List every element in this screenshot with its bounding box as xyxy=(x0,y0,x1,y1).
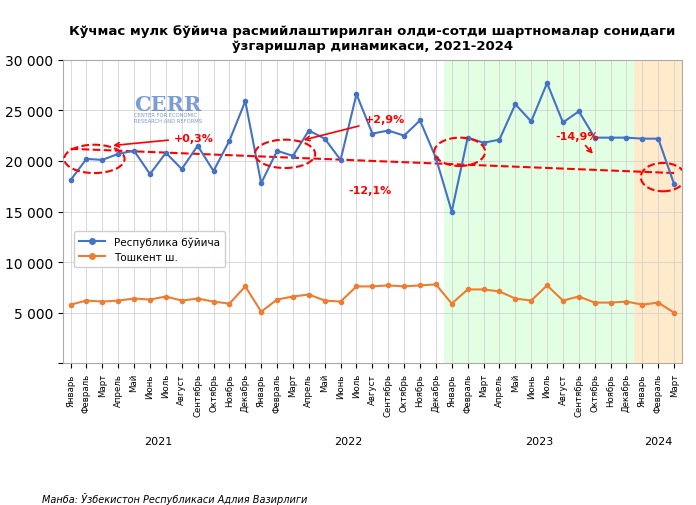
Тошкент ш. xyxy=(352,284,361,290)
Республика бўйича xyxy=(193,143,202,149)
Республика бўйича xyxy=(321,136,329,142)
Тошкент ш. xyxy=(543,283,551,289)
Тошкент ш. xyxy=(480,287,488,293)
Тошкент ш. xyxy=(161,294,170,300)
Тошкент ш. xyxy=(193,296,202,302)
Республика бўйича xyxy=(226,138,234,144)
Республика бўйича xyxy=(384,128,393,134)
Республика бўйича xyxy=(448,209,456,215)
Legend: Республика бўйича, Тошкент ш.: Республика бўйича, Тошкент ш. xyxy=(74,231,225,268)
Республика бўйича xyxy=(559,120,567,126)
Республика бўйича xyxy=(352,92,361,98)
Республика бўйича xyxy=(241,99,249,105)
Тошкент ш. xyxy=(654,300,663,306)
Тошкент ш. xyxy=(336,299,345,305)
Тошкент ш. xyxy=(464,287,472,293)
Республика бўйича xyxy=(177,167,186,173)
Bar xyxy=(635,61,682,364)
Тошкент ш. xyxy=(575,294,583,300)
Республика бўйича xyxy=(257,181,265,187)
Тошкент ш. xyxy=(177,298,186,304)
Республика бўйича xyxy=(130,148,139,155)
Тошкент ш. xyxy=(432,282,440,288)
Республика бўйича xyxy=(400,133,409,139)
Республика бўйича xyxy=(638,136,647,142)
Республика бўйича xyxy=(82,157,90,163)
Республика бўйича xyxy=(511,102,519,108)
Тошкент ш. xyxy=(590,300,599,306)
Республика бўйича xyxy=(368,131,377,137)
Республика бўйича xyxy=(114,152,122,158)
Республика бўйича xyxy=(654,136,663,142)
Тошкент ш. xyxy=(527,298,535,304)
Республика бўйича xyxy=(161,150,170,157)
Line: Республика бўйича: Республика бўйича xyxy=(68,82,677,214)
Тошкент ш. xyxy=(305,292,313,298)
Тошкент ш. xyxy=(66,302,74,308)
Тошкент ш. xyxy=(496,289,504,295)
Text: CERR: CERR xyxy=(134,94,201,115)
Тошкент ш. xyxy=(82,298,90,304)
Республика бўйича xyxy=(146,172,155,178)
Title: Кўчмас мулк бўйича расмийлаштирилган олди-сотди шартномалар сонидаги
ўзгаришлар : Кўчмас мулк бўйича расмийлаштирилган олд… xyxy=(69,25,676,53)
Bar xyxy=(444,61,635,364)
Тошкент ш. xyxy=(368,284,377,290)
Тошкент ш. xyxy=(289,294,297,300)
Тошкент ш. xyxy=(98,299,106,305)
Тошкент ш. xyxy=(606,300,615,306)
Тошкент ш. xyxy=(559,298,567,304)
Республика бўйича xyxy=(496,137,504,143)
Республика бўйича xyxy=(606,135,615,141)
Тошкент ш. xyxy=(114,298,122,304)
Республика бўйича xyxy=(527,119,535,125)
Республика бўйича xyxy=(289,154,297,160)
Text: 2022: 2022 xyxy=(334,436,363,445)
Республика бўйича xyxy=(98,158,106,164)
Line: Тошкент ш.: Тошкент ш. xyxy=(68,283,677,315)
Республика бўйича xyxy=(464,135,472,141)
Республика бўйича xyxy=(209,169,218,175)
Text: 2023: 2023 xyxy=(525,436,553,445)
Тошкент ш. xyxy=(416,283,424,289)
Республика бўйича xyxy=(575,109,583,115)
Тошкент ш. xyxy=(130,296,139,302)
Text: 2024: 2024 xyxy=(644,436,672,445)
Республика бўйича xyxy=(432,156,440,162)
Республика бўйича xyxy=(305,128,313,134)
Text: Манба: Ўзбекистон Республикаси Адлия Вазирлиги: Манба: Ўзбекистон Республикаси Адлия Ваз… xyxy=(42,492,307,504)
Республика бўйича xyxy=(590,135,599,141)
Text: -14,9%: -14,9% xyxy=(555,131,599,153)
Тошкент ш. xyxy=(257,309,265,315)
Тошкент ш. xyxy=(638,302,647,308)
Республика бўйича xyxy=(273,148,281,155)
Тошкент ш. xyxy=(146,297,155,303)
Тошкент ш. xyxy=(400,284,409,290)
Республика бўйича xyxy=(670,182,679,188)
Тошкент ш. xyxy=(226,301,234,307)
Text: 2021: 2021 xyxy=(144,436,172,445)
Республика бўйича xyxy=(416,118,424,124)
Text: +2,9%: +2,9% xyxy=(306,115,404,141)
Bar xyxy=(63,61,253,364)
Text: CENTER FOR ECONOMIC
RESEARCH AND REFORMS: CENTER FOR ECONOMIC RESEARCH AND REFORMS xyxy=(134,113,202,124)
Text: -12,1%: -12,1% xyxy=(349,186,392,196)
Text: +0,3%: +0,3% xyxy=(115,133,214,148)
Республика бўйича xyxy=(622,135,631,141)
Тошкент ш. xyxy=(511,296,519,302)
Республика бўйича xyxy=(336,158,345,164)
Тошкент ш. xyxy=(241,284,249,290)
Тошкент ш. xyxy=(384,283,393,289)
Тошкент ш. xyxy=(670,310,679,316)
Республика бўйича xyxy=(543,81,551,87)
Тошкент ш. xyxy=(321,298,329,304)
Тошкент ш. xyxy=(273,297,281,303)
Тошкент ш. xyxy=(448,301,456,307)
Тошкент ш. xyxy=(209,299,218,305)
Тошкент ш. xyxy=(622,299,631,305)
Республика бўйича xyxy=(480,140,488,146)
Республика бўйича xyxy=(66,178,74,184)
Bar xyxy=(253,61,444,364)
